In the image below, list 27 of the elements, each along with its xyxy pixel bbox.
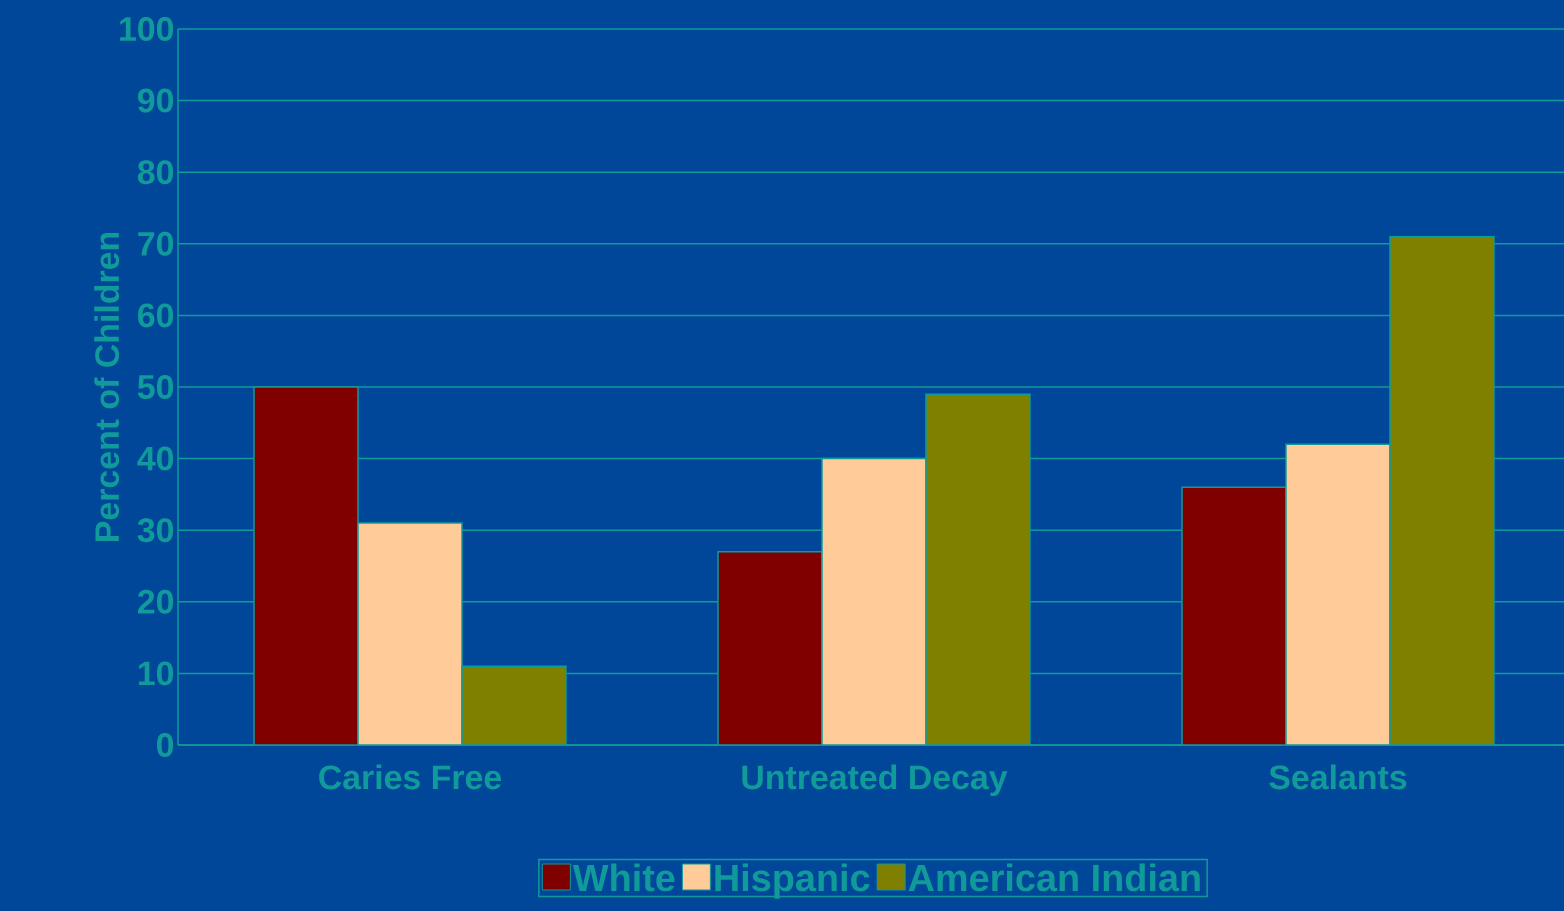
x-tick-label: Sealants bbox=[1269, 764, 1407, 790]
x-tick-label: Caries Free bbox=[319, 764, 502, 790]
x-tick-label: Untreated Decay bbox=[742, 764, 1008, 797]
y-tick-label: 80 bbox=[137, 160, 174, 185]
y-tick-label: 40 bbox=[137, 446, 174, 471]
legend-label: White bbox=[572, 863, 675, 892]
bar bbox=[461, 665, 567, 745]
bar bbox=[357, 522, 463, 745]
bar bbox=[717, 550, 823, 745]
y-tick-label: 50 bbox=[137, 375, 174, 399]
y-axis-title: Percent of Children bbox=[94, 232, 120, 541]
legend-label: Hispanic bbox=[715, 863, 870, 899]
bar bbox=[1285, 443, 1391, 745]
bar bbox=[1181, 486, 1287, 745]
bar bbox=[821, 457, 927, 745]
y-tick-label: 30 bbox=[137, 518, 174, 543]
y-tick-label: 100 bbox=[120, 17, 174, 41]
bar bbox=[253, 386, 359, 745]
y-tick-label: 0 bbox=[156, 733, 174, 757]
y-tick-label: 10 bbox=[138, 661, 174, 686]
bar bbox=[925, 393, 1031, 745]
legend-label: American Indian bbox=[908, 863, 1200, 892]
y-tick-label: 70 bbox=[138, 231, 174, 256]
bar bbox=[1389, 235, 1495, 745]
y-tick-label: 60 bbox=[138, 303, 174, 328]
y-tick-label: 90 bbox=[137, 88, 174, 113]
y-tick-label: 20 bbox=[137, 589, 174, 614]
